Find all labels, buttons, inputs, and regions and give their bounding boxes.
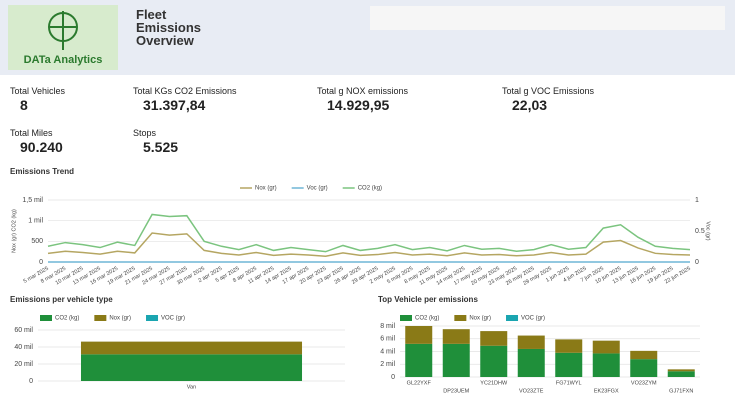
y-tick-label: 20 mil (14, 361, 33, 368)
x-tick-label: VO23ZTE (519, 388, 544, 394)
bar-segment (443, 344, 470, 377)
y-tick-label: 1,5 mil (22, 197, 43, 204)
bar-segment (630, 351, 657, 359)
y2-tick-label: 1 (695, 197, 699, 204)
legend-label: VOC (gr) (161, 316, 185, 322)
y-tick-label: 8 mil (380, 323, 395, 330)
bar-segment (480, 346, 507, 377)
legend-swatch (454, 315, 466, 321)
legend-swatch (146, 315, 158, 321)
y-tick-label: 0 (391, 374, 395, 381)
trend-line (48, 233, 690, 256)
bar-segment (405, 344, 432, 377)
bar-segment (81, 354, 302, 381)
x-tick-label: EK23FGX (594, 388, 619, 394)
y-tick-label: 0 (29, 378, 33, 385)
bar-segment (405, 326, 432, 344)
legend-label: VOC (gr) (521, 316, 545, 322)
x-tick-label: GJ71FXN (669, 388, 693, 394)
chart-title: Emissions per vehicle type (10, 295, 113, 304)
legend-swatch (506, 315, 518, 321)
bar-segment (593, 353, 620, 377)
y-tick-label: 6 mil (380, 336, 395, 343)
trend-line (48, 214, 690, 251)
bar-segment (668, 371, 695, 377)
y2-tick-label: 0 (695, 259, 699, 266)
y-tick-label: 60 mil (14, 327, 33, 334)
y-axis-label: Nox (gr) CO2 (kg) (11, 209, 17, 253)
bar-segment (555, 353, 582, 377)
bar-segment (593, 341, 620, 354)
chart-title: Emissions Trend (10, 167, 74, 176)
legend-label: CO2 (kg) (55, 316, 79, 322)
bar-segment (443, 329, 470, 344)
y2-axis-label: Voc (gr) (705, 221, 711, 240)
x-tick-label: GL22YXF (407, 380, 432, 386)
bar-segment (81, 342, 302, 355)
y-tick-label: 40 mil (14, 344, 33, 351)
x-tick-label: Van (187, 384, 196, 390)
x-tick-label: DP23UEM (443, 388, 469, 394)
legend-swatch (40, 315, 52, 321)
legend-label: Nox (gr) (469, 316, 491, 322)
y2-tick-label: 0.5 (695, 228, 705, 235)
bar-segment (518, 349, 545, 377)
x-tick-label: FG71WYL (556, 380, 582, 386)
legend-label: Nox (gr) (255, 186, 277, 192)
y-tick-label: 2 mil (380, 361, 395, 368)
y-tick-label: 4 mil (380, 348, 395, 355)
bar-segment (668, 369, 695, 371)
bar-segment (480, 331, 507, 346)
legend-swatch (400, 315, 412, 321)
x-tick-label: YC21DHW (480, 380, 508, 386)
chart-title: Top Vehicle per emissions (378, 295, 478, 304)
bar-segment (630, 359, 657, 377)
y-tick-label: 500 (31, 238, 43, 245)
legend-label: CO2 (kg) (415, 316, 439, 322)
legend-label: Voc (gr) (307, 186, 328, 192)
x-tick-label: VO23ZYM (631, 380, 657, 386)
bar-segment (555, 339, 582, 352)
y-tick-label: 1 mil (28, 218, 43, 225)
legend-label: CO2 (kg) (358, 186, 382, 192)
legend-label: Nox (gr) (109, 316, 131, 322)
bar-segment (518, 336, 545, 349)
legend-swatch (94, 315, 106, 321)
y-tick-label: 0 (39, 259, 43, 266)
